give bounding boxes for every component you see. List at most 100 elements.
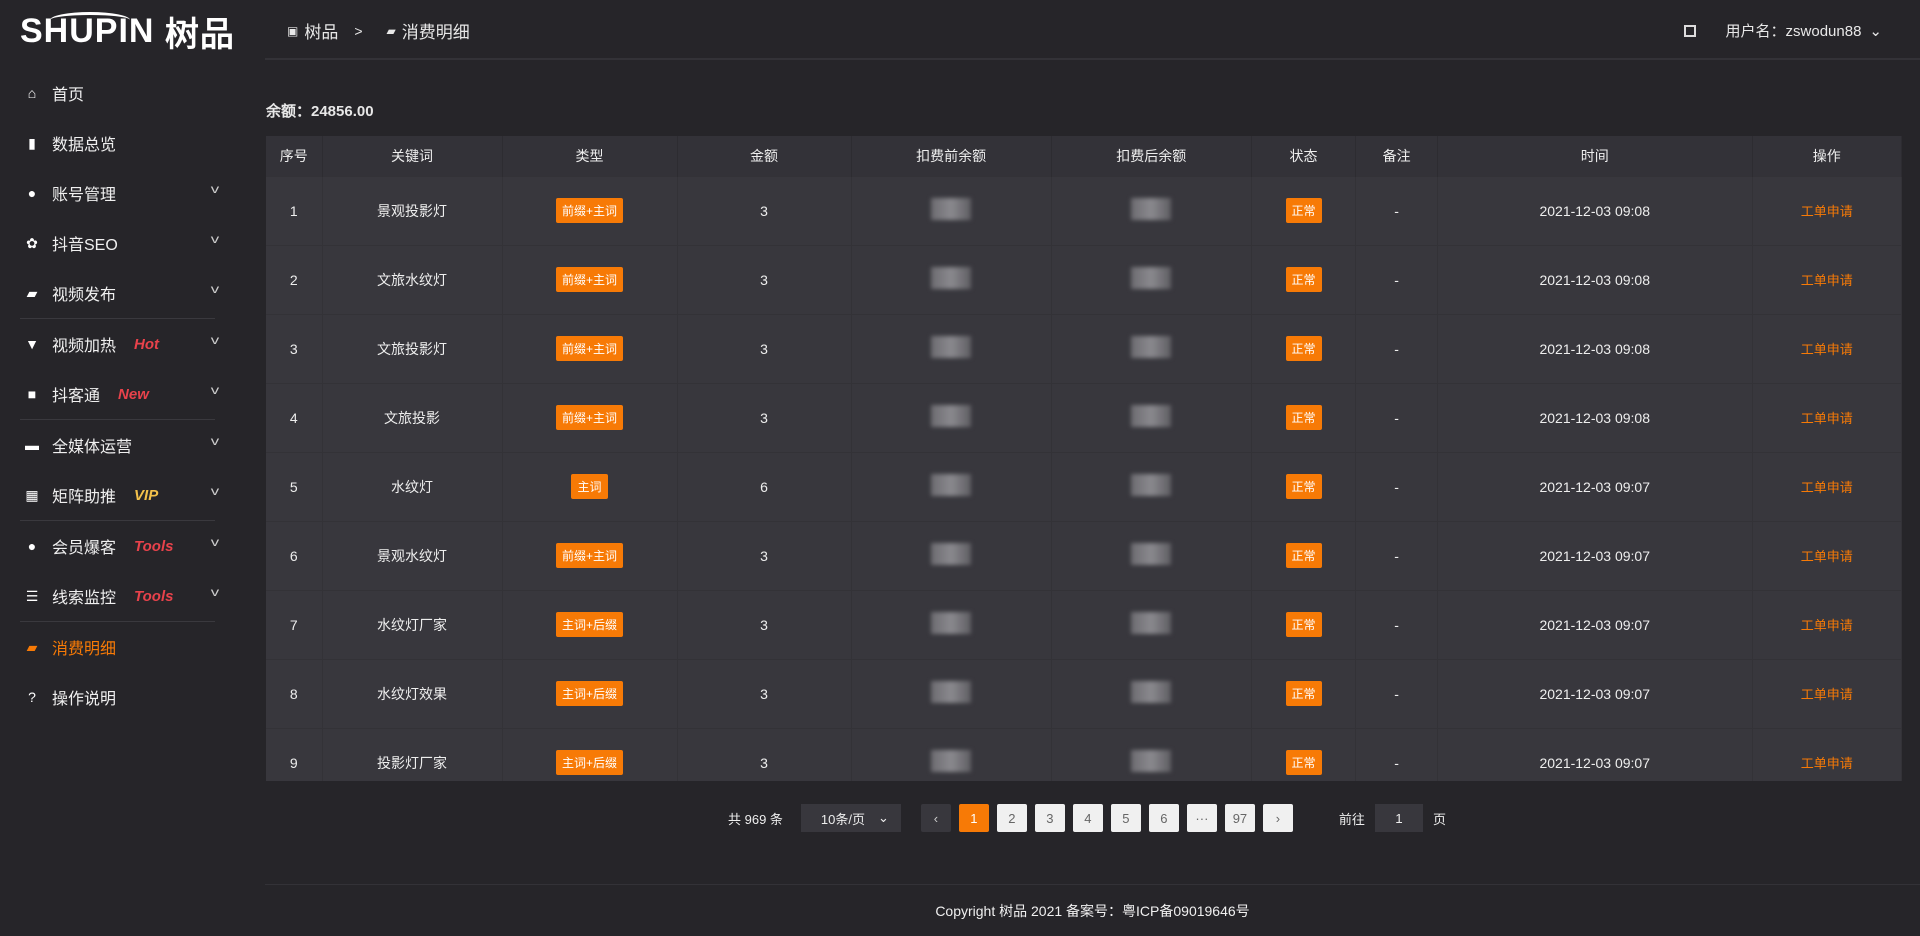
type-badge: 主词+后缀 [555, 681, 623, 706]
table-cell: 2021-12-03 09:08 [1437, 244, 1753, 314]
table-cell: - [1355, 520, 1438, 590]
sidebar-item-label: 抖音SEO [52, 237, 118, 254]
table-cell: 文旅投影灯 [322, 313, 503, 383]
table-cell: 景观投影灯 [322, 175, 503, 245]
prev-page-button[interactable]: ‹ [920, 804, 951, 832]
sidebar-item[interactable]: ● 账号管理 v [0, 168, 265, 218]
user-menu[interactable]: 用户名：zswodun88 [1725, 23, 1862, 40]
logo[interactable]: SHUPIN 树品 [20, 11, 235, 54]
sidebar-item[interactable]: ▦ 矩阵助推 VIP v [0, 470, 265, 520]
sidebar-item[interactable]: ⌂ 首页 [0, 68, 265, 118]
table-cell: 主词+后缀 [502, 727, 678, 781]
table-cell: - [1355, 658, 1438, 728]
sidebar-item[interactable]: ▼ 视频加热 Hot v [0, 319, 265, 369]
status-badge: 正常 [1285, 750, 1322, 776]
sidebar-item-label: 首页 [52, 87, 85, 104]
table-cell: 主词+后缀 [502, 589, 678, 659]
ticket-request-link[interactable]: 工单申请 [1800, 756, 1853, 772]
table-cell: - [1355, 589, 1438, 659]
table-cell: 前缀+主词 [502, 313, 678, 383]
chevron-down-icon[interactable]: v [210, 182, 220, 196]
chevron-down-icon[interactable]: v [210, 232, 220, 246]
page-button[interactable]: ··· [1186, 804, 1217, 832]
table-cell: 2021-12-03 09:08 [1437, 313, 1753, 383]
ticket-request-link[interactable]: 工单申请 [1800, 480, 1853, 495]
chevron-down-icon[interactable]: v [210, 484, 220, 498]
type-badge: 前缀+主词 [555, 198, 623, 223]
chevron-down-icon[interactable]: v [210, 333, 220, 347]
breadcrumb-home[interactable]: 树品 [304, 23, 339, 42]
page-button[interactable]: 4 [1072, 804, 1103, 832]
sidebar-item-label: 操作说明 [52, 691, 117, 708]
chevron-down-icon[interactable]: ⌄ [1869, 22, 1882, 40]
chevron-down-icon[interactable]: v [210, 535, 220, 549]
type-badge: 前缀+主词 [555, 336, 623, 361]
goto-page-input[interactable] [1374, 804, 1423, 832]
sidebar-item[interactable]: ✿ 抖音SEO v [0, 218, 265, 268]
table-cell: 2021-12-03 09:08 [1437, 175, 1753, 245]
ticket-request-link[interactable]: 工单申请 [1800, 342, 1853, 357]
page-button[interactable]: 2 [996, 804, 1027, 832]
breadcrumb: ▣ 树品 > ▰ 消费明细 [287, 18, 470, 43]
blurred-value [931, 543, 972, 565]
sidebar-item[interactable]: ● 会员爆客 Tools v [0, 521, 265, 571]
table-cell: - [1355, 727, 1438, 781]
table-cell: 3 [677, 313, 852, 383]
table-cell: - [1355, 451, 1438, 521]
page-button[interactable]: 6 [1148, 804, 1179, 832]
next-page-button[interactable]: › [1262, 804, 1293, 832]
sidebar-item[interactable]: ▰ 视频发布 v [0, 268, 265, 318]
chat-icon: ■ [27, 386, 37, 402]
table-cell: 正常 [1251, 244, 1357, 314]
ticket-request-link[interactable]: 工单申请 [1800, 273, 1853, 288]
table-cell: 主词+后缀 [502, 658, 678, 728]
page-unit: 页 [1432, 811, 1446, 827]
blurred-value [931, 267, 972, 289]
ticket-request-link[interactable]: 工单申请 [1800, 687, 1853, 702]
sidebar-item[interactable]: ▬ 全媒体运营 v [0, 420, 265, 470]
blurred-value [1131, 750, 1172, 773]
fullscreen-icon[interactable] [1683, 24, 1696, 37]
blurred-value [931, 336, 972, 358]
ticket-request-link[interactable]: 工单申请 [1800, 204, 1853, 219]
page-button[interactable]: 5 [1110, 804, 1141, 832]
status-badge: 正常 [1285, 405, 1322, 430]
table-cell: 工单申请 [1752, 382, 1902, 452]
table-cell: 景观水纹灯 [322, 520, 503, 590]
ticket-request-link[interactable]: 工单申请 [1800, 411, 1853, 426]
chevron-down-icon[interactable]: v [210, 434, 220, 448]
column-header: 金额 [677, 136, 852, 176]
sidebar-item[interactable]: ■ 抖客通 New v [0, 369, 265, 419]
column-header: 关键词 [322, 136, 503, 176]
table-row: 2 文旅水纹灯 前缀+主词 3 正常 -2021-12-03 09:08 工单申请 [266, 244, 1902, 314]
chevron-down-icon[interactable]: v [210, 282, 220, 296]
sidebar-tag: VIP [134, 486, 159, 504]
sidebar-item-label: 数据总览 [52, 137, 117, 154]
status-badge: 正常 [1285, 612, 1322, 637]
table-cell: 2 [266, 244, 323, 314]
ticket-request-link[interactable]: 工单申请 [1800, 549, 1853, 564]
page-button[interactable]: 3 [1034, 804, 1065, 832]
ticket-request-link[interactable]: 工单申请 [1800, 618, 1853, 633]
chevron-down-icon[interactable]: v [210, 383, 220, 397]
sidebar-item[interactable]: ▮ 数据总览 [0, 118, 265, 168]
type-badge: 前缀+主词 [555, 543, 623, 568]
blurred-value [1131, 543, 1172, 565]
table-cell: 工单申请 [1752, 451, 1902, 521]
table-cell: 2021-12-03 09:08 [1437, 382, 1753, 452]
table-cell [851, 382, 1052, 452]
page-button[interactable]: 97 [1224, 804, 1255, 832]
sidebar-item-label: 矩阵助推 [52, 489, 117, 506]
page-size-select[interactable]: 10条/页 ⌄ [800, 804, 901, 832]
sidebar-item[interactable]: ▰ 消费明细 [0, 622, 265, 672]
table-cell: 工单申请 [1752, 175, 1902, 245]
sidebar-item-label: 线索监控 [52, 590, 117, 607]
chevron-down-icon[interactable]: v [210, 585, 220, 599]
consumption-table: 序号 关键词 类型 金额 扣费前余额 扣费后余额 状态 备注 时间 操作 1 景观投影灯 前缀+主词 3 正… [266, 136, 1902, 781]
sidebar-item-label: 抖客通 [52, 388, 101, 405]
table-cell: 水纹灯 [322, 451, 503, 521]
sidebar-item[interactable]: ? 操作说明 [0, 672, 265, 722]
sidebar-item[interactable]: ☰ 线索监控 Tools v [0, 571, 265, 621]
page-button[interactable]: 1 [958, 804, 989, 832]
